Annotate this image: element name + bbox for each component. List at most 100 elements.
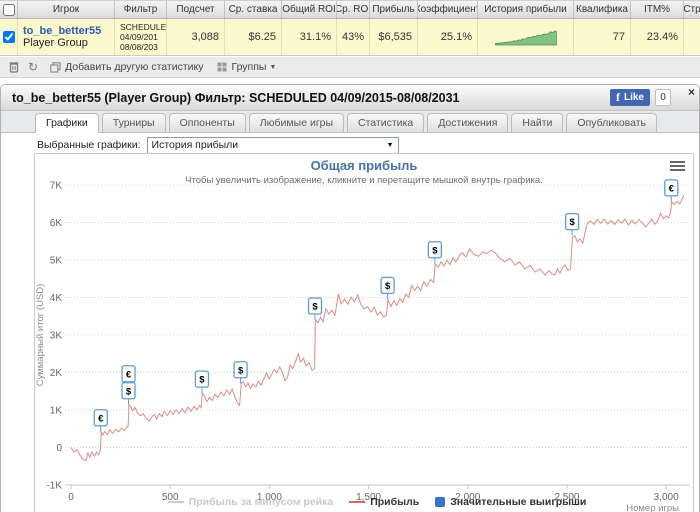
graph-select-dropdown[interactable]: История прибыли ▼ xyxy=(146,136,399,154)
player-detail-panel: to_be_better55 (Player Group) Фильтр: SC… xyxy=(0,84,700,512)
avg-stake-cell: $6.25 xyxy=(225,19,282,55)
svg-text:5K: 5K xyxy=(50,256,63,267)
significant-win-marker[interactable]: $ xyxy=(427,241,442,259)
tab-Достижения[interactable]: Достижения xyxy=(427,113,509,132)
close-icon[interactable]: × xyxy=(687,85,695,99)
svg-text:€: € xyxy=(98,413,104,424)
groups-caret-icon[interactable]: ▼ xyxy=(269,63,277,71)
tab-Статистика[interactable]: Статистика xyxy=(347,113,425,132)
significant-win-marker[interactable]: $ xyxy=(307,297,323,315)
tab-Любимые игры[interactable]: Любимые игры xyxy=(248,113,345,132)
svg-text:500: 500 xyxy=(162,492,179,503)
x-axis-title: Номер игры xyxy=(626,503,679,512)
svg-text:2,500: 2,500 xyxy=(554,492,579,503)
column-header-country[interactable]: Стр xyxy=(684,4,700,15)
like-label: Like xyxy=(623,92,644,103)
svg-text:3K: 3K xyxy=(50,331,63,342)
select-all-cell xyxy=(0,1,18,18)
svg-text:$: $ xyxy=(312,302,318,313)
svg-text:1K: 1K xyxy=(50,406,63,417)
profit-sparkline xyxy=(494,30,557,45)
legend-swatch xyxy=(349,501,366,503)
total-roi-cell: 31.1% xyxy=(282,19,337,55)
legend-item-profit[interactable]: Прибыль xyxy=(349,496,419,508)
profit-chart[interactable]: -1K 0 1K 2K 3K 4K 5K 6K 7K 0 500 1,000 1,500 2,000 2,5… xyxy=(34,153,694,512)
chart-title: Общая прибыль xyxy=(310,158,418,173)
svg-text:Суммарный итог (USD): Суммарный итог (USD) xyxy=(35,284,46,386)
column-header-total-roi[interactable]: Общий ROI xyxy=(282,1,337,18)
column-header-profit[interactable]: Прибыль xyxy=(370,1,418,18)
significant-win-marker[interactable]: € xyxy=(121,365,136,383)
tab-Опубликовать[interactable]: Опубликовать xyxy=(566,113,658,132)
table-row: to_be_better55 Player Group SCHEDULE 04/… xyxy=(0,19,700,56)
ability-cell: 25.1% xyxy=(418,19,478,55)
column-header-qualification[interactable]: Квалифика xyxy=(574,1,631,18)
groups-icon[interactable] xyxy=(217,62,227,72)
column-header-avg-roi[interactable]: Ср. ROI xyxy=(337,1,370,18)
column-header-filter[interactable]: Фильтр xyxy=(115,1,167,18)
svg-text:1,000: 1,000 xyxy=(257,492,282,503)
groups-button[interactable]: Группы xyxy=(231,61,267,73)
column-header-itm[interactable]: ITM% xyxy=(631,1,684,18)
row-select-cell xyxy=(0,19,18,55)
player-cell: to_be_better55 Player Group xyxy=(18,19,115,55)
svg-text:€: € xyxy=(669,183,675,194)
legend-label: Прибыль xyxy=(370,496,420,508)
svg-text:$: $ xyxy=(126,386,132,397)
filter-line: SCHEDULE xyxy=(120,22,167,32)
facebook-like-widget: f Like 0 xyxy=(609,89,671,106)
chart-menu-icon[interactable] xyxy=(670,161,685,173)
avg-roi-cell: 43% xyxy=(337,19,370,55)
significant-win-marker[interactable]: € xyxy=(664,179,679,197)
svg-text:-1K: -1K xyxy=(46,481,62,492)
significant-win-marker[interactable]: $ xyxy=(121,382,136,400)
player-group-label: Player Group xyxy=(23,37,88,49)
significant-win-marker[interactable]: € xyxy=(93,409,108,427)
svg-text:$: $ xyxy=(569,217,575,228)
significant-win-marker[interactable]: $ xyxy=(194,370,210,388)
tab-Графики[interactable]: Графики xyxy=(35,113,99,133)
profit-chart-canvas[interactable]: -1K 0 1K 2K 3K 4K 5K 6K 7K 0 500 1,000 1,500 2,000 2,5… xyxy=(35,154,693,512)
select-all-checkbox[interactable] xyxy=(2,3,15,16)
column-header-count[interactable]: Подсчет xyxy=(167,1,225,18)
add-statistic-icon[interactable] xyxy=(50,61,61,73)
svg-text:$: $ xyxy=(199,375,205,386)
svg-text:3,000: 3,000 xyxy=(654,492,679,503)
svg-text:$: $ xyxy=(238,365,244,376)
tab-Найти[interactable]: Найти xyxy=(511,113,564,132)
tab-Оппоненты[interactable]: Оппоненты xyxy=(168,113,246,132)
stats-table-header: Игрок Фильтр Подсчет Ср. ставка Общий RO… xyxy=(0,0,700,19)
filter-line: 08/08/203 xyxy=(120,42,158,52)
column-header-avg-stake[interactable]: Ср. ставка xyxy=(225,1,282,18)
facebook-like-button[interactable]: f Like xyxy=(609,89,650,106)
filter-line: 04/09/201 xyxy=(120,32,158,42)
country-cell xyxy=(684,19,700,55)
profit-history-cell xyxy=(478,19,574,55)
svg-text:2,000: 2,000 xyxy=(455,492,480,503)
refresh-icon[interactable]: ↻ xyxy=(28,60,39,74)
player-stats-table: Игрок Фильтр Подсчет Ср. ставка Общий RO… xyxy=(0,0,700,56)
qualification-cell: 77 xyxy=(574,19,631,55)
chevron-down-icon: ▼ xyxy=(386,141,394,149)
svg-text:7K: 7K xyxy=(50,181,63,192)
column-header-profit-history[interactable]: История прибыли xyxy=(478,1,574,18)
add-statistic-button[interactable]: Добавить другую статистику xyxy=(65,61,204,73)
column-header-ability[interactable]: Коэффициент xyxy=(418,1,478,18)
row-checkbox[interactable] xyxy=(2,31,15,43)
player-name-link[interactable]: to_be_better55 xyxy=(23,25,102,37)
significant-win-marker[interactable]: $ xyxy=(380,276,395,295)
legend-item-wins[interactable]: Значительные выигрыши xyxy=(435,496,586,508)
significant-win-marker[interactable]: $ xyxy=(233,361,248,379)
legend-label: Значительные выигрыши xyxy=(450,496,587,508)
legend-item-profit[interactable]: Прибыль за минусом рейка xyxy=(167,496,334,508)
delete-icon[interactable] xyxy=(9,61,19,73)
tab-Турниры[interactable]: Турниры xyxy=(101,113,166,132)
column-header-player[interactable]: Игрок xyxy=(18,1,115,18)
significant-win-marker[interactable]: $ xyxy=(564,212,580,231)
profit-cell: $6,535 xyxy=(370,19,418,55)
filter-cell: SCHEDULE 04/09/201 08/08/203 xyxy=(115,19,167,55)
svg-text:€: € xyxy=(126,369,132,380)
legend-label: Прибыль за минусом рейка xyxy=(188,496,334,508)
facebook-logo-icon: f xyxy=(615,90,620,104)
svg-text:6K: 6K xyxy=(50,218,63,229)
